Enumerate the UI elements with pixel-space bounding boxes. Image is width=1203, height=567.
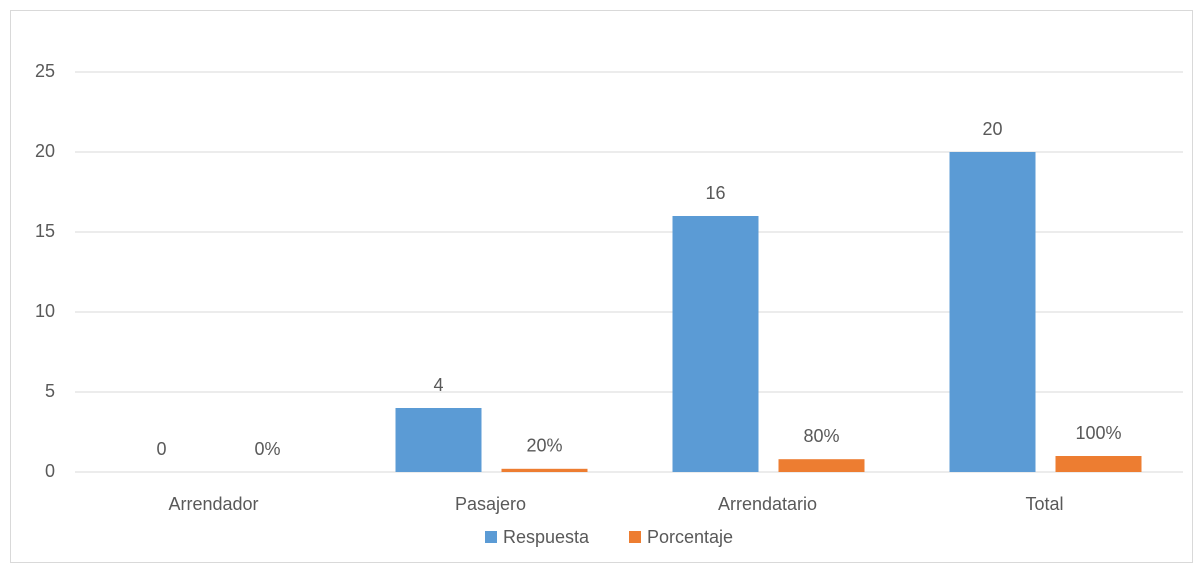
data-label: 100% xyxy=(1075,423,1121,443)
x-tick-label: Arrendador xyxy=(168,494,258,514)
legend-label: Porcentaje xyxy=(647,527,733,547)
legend-swatch xyxy=(629,531,641,543)
legend-swatch xyxy=(485,531,497,543)
x-tick-label: Pasajero xyxy=(455,494,526,514)
bar xyxy=(778,459,865,472)
data-label: 0 xyxy=(156,439,166,459)
y-tick-label: 5 xyxy=(45,381,55,401)
data-label: 20 xyxy=(982,119,1002,139)
data-label: 0% xyxy=(254,439,280,459)
data-label: 16 xyxy=(705,183,725,203)
data-label: 80% xyxy=(803,426,839,446)
bar xyxy=(1055,456,1142,472)
y-tick-label: 25 xyxy=(35,61,55,81)
y-tick-label: 15 xyxy=(35,221,55,241)
x-tick-label: Arrendatario xyxy=(718,494,817,514)
bar xyxy=(672,216,759,472)
data-label: 4 xyxy=(433,375,443,395)
y-tick-label: 0 xyxy=(45,461,55,481)
legend-label: Respuesta xyxy=(503,527,590,547)
x-tick-label: Total xyxy=(1025,494,1063,514)
y-tick-label: 10 xyxy=(35,301,55,321)
bar xyxy=(395,408,482,472)
data-label: 20% xyxy=(526,436,562,456)
y-tick-label: 20 xyxy=(35,141,55,161)
bar xyxy=(501,468,588,472)
bar xyxy=(949,152,1036,472)
